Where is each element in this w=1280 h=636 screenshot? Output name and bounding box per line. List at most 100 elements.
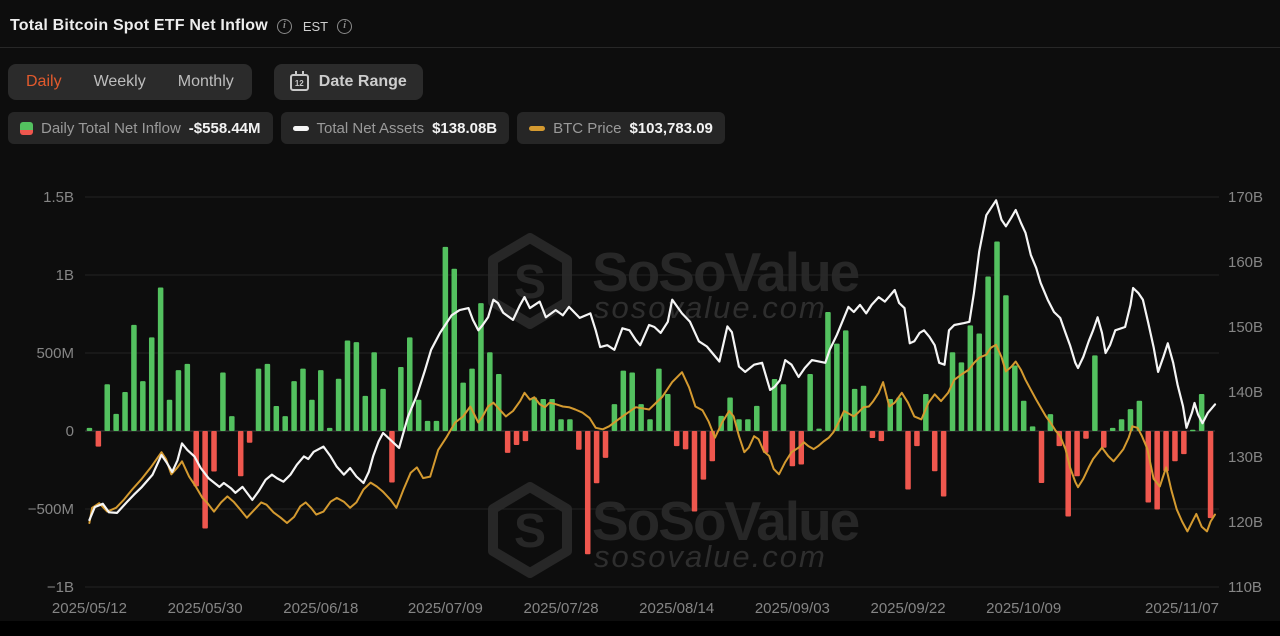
net-inflow-bar[interactable] — [1189, 429, 1196, 432]
info-icon[interactable]: i — [276, 18, 292, 34]
net-inflow-bar[interactable] — [157, 287, 164, 431]
net-inflow-bar[interactable] — [175, 370, 182, 431]
net-inflow-bar[interactable] — [1154, 431, 1160, 510]
net-inflow-bar[interactable] — [620, 370, 627, 431]
net-inflow-bar[interactable] — [638, 404, 644, 431]
net-inflow-bar[interactable] — [291, 381, 297, 431]
net-inflow-bar[interactable] — [1083, 431, 1089, 439]
net-inflow-bar[interactable] — [451, 268, 458, 431]
net-inflow-bar[interactable] — [789, 431, 796, 467]
net-inflow-bar[interactable] — [816, 428, 822, 431]
net-inflow-bar[interactable] — [504, 431, 511, 453]
net-inflow-bar[interactable] — [86, 427, 93, 431]
net-inflow-bar[interactable] — [326, 427, 333, 431]
net-inflow-bar[interactable] — [424, 420, 431, 431]
net-inflow-bar[interactable] — [567, 419, 573, 431]
net-inflow-bar[interactable] — [300, 368, 306, 431]
net-inflow-bar[interactable] — [380, 388, 386, 431]
tab-monthly[interactable]: Monthly — [174, 73, 238, 91]
net-inflow-bar[interactable] — [184, 363, 191, 431]
net-inflow-bar[interactable] — [522, 431, 529, 442]
net-inflow-bar[interactable] — [994, 241, 1000, 431]
net-inflow-bar[interactable] — [148, 337, 155, 431]
net-inflow-bar[interactable] — [229, 416, 235, 431]
net-inflow-bar[interactable] — [469, 368, 475, 431]
net-inflow-bar[interactable] — [851, 388, 858, 431]
net-inflow-bar[interactable] — [1101, 431, 1107, 448]
net-inflow-bar[interactable] — [353, 342, 360, 431]
net-inflow-bar[interactable] — [1012, 365, 1018, 431]
net-inflow-bar[interactable] — [691, 431, 698, 512]
net-inflow-bar[interactable] — [673, 431, 680, 447]
net-inflow-bar[interactable] — [220, 372, 226, 432]
net-inflow-bar[interactable] — [1198, 394, 1205, 431]
net-inflow-bar[interactable] — [914, 431, 920, 447]
net-inflow-bar[interactable] — [576, 431, 582, 450]
net-inflow-bar[interactable] — [1074, 431, 1080, 477]
net-inflow-bar[interactable] — [1181, 431, 1187, 455]
net-inflow-bar[interactable] — [442, 246, 449, 431]
net-inflow-bar[interactable] — [264, 363, 271, 431]
net-inflow-bar[interactable] — [602, 431, 609, 458]
net-inflow-bar[interactable] — [246, 431, 253, 443]
net-inflow-bar[interactable] — [611, 404, 618, 431]
net-inflow-bar[interactable] — [825, 311, 831, 431]
net-inflow-bar[interactable] — [780, 384, 787, 431]
net-inflow-bar[interactable] — [1020, 400, 1027, 431]
net-inflow-bar[interactable] — [1207, 431, 1214, 519]
net-inflow-bar[interactable] — [95, 431, 102, 447]
tab-daily[interactable]: Daily — [22, 73, 66, 91]
net-inflow-bar[interactable] — [593, 431, 600, 484]
net-inflow-bars[interactable] — [86, 241, 1214, 555]
net-inflow-bar[interactable] — [478, 303, 484, 431]
net-inflow-bar[interactable] — [1065, 431, 1071, 517]
net-inflow-bar[interactable] — [237, 431, 244, 477]
net-inflow-bar[interactable] — [558, 419, 564, 431]
net-inflow-bar[interactable] — [282, 416, 288, 431]
net-inflow-bar[interactable] — [211, 431, 217, 472]
net-inflow-bar[interactable] — [1003, 295, 1009, 431]
net-inflow-bar[interactable] — [166, 399, 173, 431]
net-inflow-bar[interactable] — [745, 419, 751, 431]
net-inflow-bar[interactable] — [344, 340, 351, 431]
net-inflow-bar[interactable] — [958, 362, 965, 431]
net-inflow-bar[interactable] — [878, 431, 885, 442]
net-inflow-bar[interactable] — [113, 413, 119, 431]
net-inflow-bar[interactable] — [976, 333, 982, 432]
net-inflow-bar[interactable] — [647, 419, 653, 431]
net-inflow-bar[interactable] — [771, 379, 778, 431]
net-inflow-bar[interactable] — [665, 394, 671, 431]
net-inflow-bar[interactable] — [1029, 426, 1036, 431]
legend-item-net-inflow[interactable]: Daily Total Net Inflow -$558.44M — [8, 112, 273, 144]
net-inflow-bar[interactable] — [371, 352, 377, 431]
net-inflow-bar[interactable] — [318, 370, 324, 431]
net-inflow-bar[interactable] — [1038, 431, 1045, 483]
net-inflow-bar[interactable] — [362, 395, 369, 431]
net-inflow-bar[interactable] — [335, 378, 342, 431]
net-inflow-bar[interactable] — [629, 372, 635, 432]
net-inflow-bar[interactable] — [487, 352, 493, 431]
net-inflow-bar[interactable] — [985, 276, 991, 431]
net-inflow-bar[interactable] — [1163, 431, 1169, 472]
tab-weekly[interactable]: Weekly — [90, 73, 150, 91]
net-inflow-bar[interactable] — [798, 431, 805, 465]
net-inflow-bar[interactable] — [1109, 427, 1116, 431]
net-inflow-bar[interactable] — [1118, 419, 1125, 431]
net-inflow-bar[interactable] — [949, 352, 956, 431]
net-inflow-bar[interactable] — [940, 431, 947, 497]
net-inflow-bar[interactable] — [682, 431, 689, 450]
net-inflow-bar[interactable] — [309, 399, 315, 431]
date-range-button[interactable]: 12 Date Range — [273, 64, 423, 100]
net-inflow-bar[interactable] — [104, 384, 111, 431]
net-inflow-bar[interactable] — [700, 431, 707, 480]
net-inflow-bar[interactable] — [967, 325, 974, 431]
legend-item-btc-price[interactable]: BTC Price $103,783.09 — [517, 112, 725, 144]
net-inflow-bar[interactable] — [131, 324, 137, 431]
net-inflow-bar[interactable] — [807, 374, 813, 431]
btc-price-line[interactable] — [88, 343, 1216, 533]
net-inflow-bar[interactable] — [762, 431, 769, 453]
net-inflow-bar[interactable] — [727, 397, 733, 431]
net-inflow-bar[interactable] — [869, 431, 876, 439]
net-inflow-bar[interactable] — [1136, 400, 1143, 431]
